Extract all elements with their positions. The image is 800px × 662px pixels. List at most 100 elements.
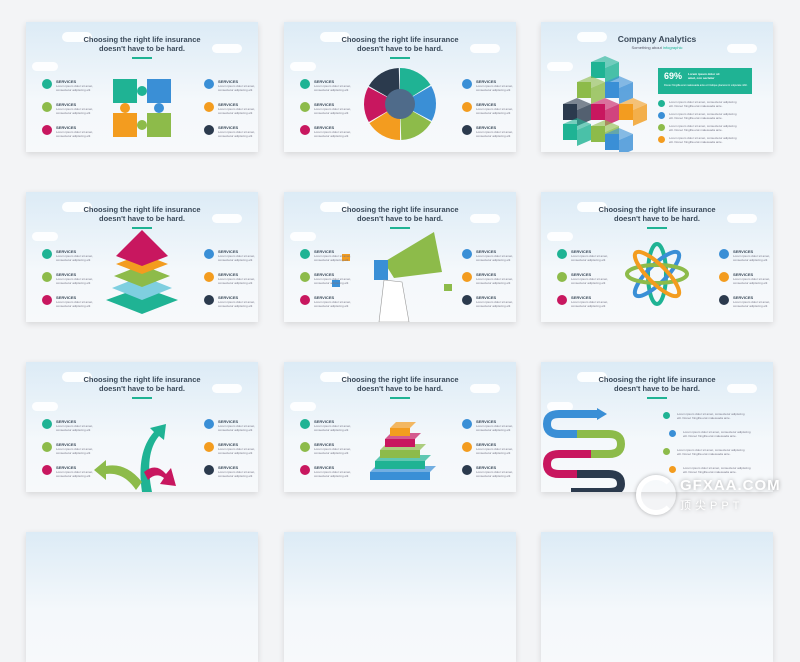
cloud xyxy=(32,232,58,241)
service-text: Lorem ipsum dolor sit amet, consectetur … xyxy=(56,130,94,138)
slide-thumbnail[interactable]: Choosing the right life insurance doesn't… xyxy=(284,22,516,152)
subtitle-prefix: Something about xyxy=(631,45,662,50)
cloud xyxy=(470,214,500,223)
smiley-icon xyxy=(669,466,676,473)
service-text: Lorem ipsum dolor sit amet, consectetur … xyxy=(56,424,94,432)
service-icon xyxy=(204,125,214,135)
arrow xyxy=(94,460,142,490)
service-icon xyxy=(300,79,310,89)
cloud xyxy=(290,62,316,71)
cloud xyxy=(727,384,757,393)
title-line: doesn't have to be hard. xyxy=(99,384,185,393)
slide-graphic xyxy=(364,68,436,140)
service-label: SERVICES xyxy=(218,442,239,447)
service-text: Lorem ipsum dolor sit amet, consectetur … xyxy=(476,424,514,432)
s-arrow xyxy=(571,470,626,492)
cloud xyxy=(577,202,607,212)
service-icon xyxy=(462,125,472,135)
slide-thumbnail[interactable]: Choosing the right life insurance doesn't… xyxy=(26,362,258,492)
service-label: SERVICES xyxy=(476,295,497,300)
truck-icon xyxy=(658,124,665,131)
title-line: Choosing the right life insurance xyxy=(598,205,716,214)
slide-thumbnail[interactable]: Choosing the right life insurance doesn't… xyxy=(284,192,516,322)
service-icon xyxy=(462,102,472,112)
service-text: Lorem ipsum dolor sit amet, consectetur … xyxy=(218,424,256,432)
cloud xyxy=(290,232,316,241)
service-label: SERVICES xyxy=(314,442,335,447)
title-underline xyxy=(390,57,410,59)
service-label: SERVICES xyxy=(476,419,497,424)
title-underline xyxy=(132,227,152,229)
slide-thumbnail[interactable]: Choosing the right life insurance doesn't… xyxy=(26,22,258,152)
cloud xyxy=(577,32,607,42)
pyramid-top xyxy=(116,230,168,266)
service-label: SERVICES xyxy=(218,419,239,424)
service-label: SERVICES xyxy=(218,272,239,277)
service-label: SERVICES xyxy=(314,419,335,424)
donut-segment xyxy=(400,68,431,97)
cloud xyxy=(212,214,242,223)
service-icon xyxy=(719,249,729,259)
service-text: Lorem ipsum dolor sit amet, consectetur … xyxy=(571,277,609,285)
service-text: Lorem ipsum dolor sit amet, consectetur … xyxy=(571,254,609,262)
service-text: Lorem ipsum dolor sit amet, consectetur … xyxy=(476,107,514,115)
cloud xyxy=(62,202,92,212)
service-icon xyxy=(42,295,52,305)
service-icon xyxy=(42,272,52,282)
service-icon xyxy=(42,249,52,259)
service-label: SERVICES xyxy=(476,465,497,470)
knot-loop xyxy=(646,242,668,306)
slide-thumbnail[interactable] xyxy=(284,532,516,662)
service-label: SERVICES xyxy=(314,465,335,470)
slide-title: Choosing the right life insurance doesn't… xyxy=(541,205,773,223)
megaphone xyxy=(384,232,442,278)
slide-title: Choosing the right life insurance doesn't… xyxy=(26,35,258,53)
cloud xyxy=(727,214,757,223)
service-text: Lorem ipsum dolor sit amet, consectetur … xyxy=(314,277,352,285)
cube xyxy=(591,98,619,126)
slide-thumbnail[interactable]: Choosing the right life insurance doesn't… xyxy=(541,192,773,322)
step-layer xyxy=(390,428,410,436)
title-underline xyxy=(647,227,667,229)
service-icon xyxy=(300,249,310,259)
service-label: SERVICES xyxy=(476,102,497,107)
cloud xyxy=(320,372,350,382)
slide-thumbnail[interactable] xyxy=(541,532,773,662)
service-text: Lorem ipsum dolor sit amet, consectetur … xyxy=(218,300,256,308)
slide-title: Choosing the right life insurance doesn't… xyxy=(284,35,516,53)
service-icon xyxy=(462,249,472,259)
service-text: Lorem ipsum dolor sit amet, consectetur … xyxy=(314,300,352,308)
service-text: Lorem ipsum dolor sit amet, consectetur … xyxy=(733,277,771,285)
slide-title: Choosing the right life insurance doesn't… xyxy=(284,205,516,223)
service-label: SERVICES xyxy=(476,125,497,130)
donut-segment xyxy=(368,68,400,97)
service-icon xyxy=(204,465,214,475)
service-text: Lorem ipsum dolor sit amet, consectetur … xyxy=(218,470,256,478)
service-icon xyxy=(719,272,729,282)
slide-thumbnail[interactable] xyxy=(26,532,258,662)
knot-loop xyxy=(632,249,682,299)
puzzle-piece xyxy=(147,79,171,103)
service-text: Lorem ipsum dolor sit amet, consectetur … xyxy=(571,300,609,308)
detail-text: Lorem ipsum dolor sit amet, consectetur … xyxy=(669,100,737,108)
cloud xyxy=(212,384,242,393)
service-icon xyxy=(462,442,472,452)
service-icon xyxy=(557,272,567,282)
service-label: SERVICES xyxy=(476,442,497,447)
service-text: Lorem ipsum dolor sit amet, consectetur … xyxy=(56,254,94,262)
cloud xyxy=(320,32,350,42)
cloud xyxy=(62,32,92,42)
slide-thumbnail[interactable]: Choosing the right life insurance doesn't… xyxy=(284,362,516,492)
slide-thumbnail[interactable]: Choosing the right life insurance doesn't… xyxy=(26,192,258,322)
slide-thumbnail[interactable]: Choosing the right life insurance doesn't… xyxy=(541,362,773,492)
slide-thumbnail[interactable]: Company Analytics Something about infogr… xyxy=(541,22,773,152)
service-label: SERVICES xyxy=(56,249,77,254)
title-underline xyxy=(390,397,410,399)
detail-text: Lorem ipsum dolor sit amet, consectetur … xyxy=(677,412,745,420)
service-icon xyxy=(204,419,214,429)
service-icon xyxy=(42,442,52,452)
service-label: SERVICES xyxy=(733,272,754,277)
service-icon xyxy=(462,295,472,305)
service-icon xyxy=(204,442,214,452)
service-icon xyxy=(300,465,310,475)
